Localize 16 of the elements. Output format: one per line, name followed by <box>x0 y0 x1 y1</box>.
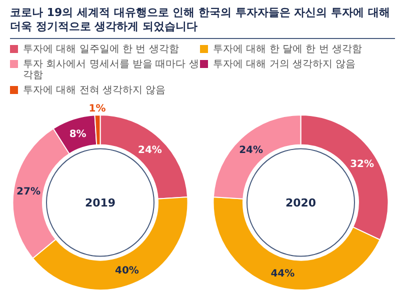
data-label: 1% <box>88 104 106 115</box>
data-label: 32% <box>350 159 374 170</box>
data-label: 24% <box>239 145 264 156</box>
legend-label: 투자에 대해 한 달에 한 번 생각함 <box>213 44 362 55</box>
data-label: 44% <box>270 268 295 280</box>
legend-label: 투자에 대해 거의 생각하지 않음 <box>213 59 356 70</box>
data-label: 8% <box>69 128 86 140</box>
legend-label: 투자에 대해 전혀 생각하지 않음 <box>23 85 166 96</box>
data-label: 24% <box>138 145 162 156</box>
data-label: 40% <box>115 266 139 277</box>
legend-label: 투자 회사에서 명세서를 받을 때마다 생각함 <box>23 59 200 81</box>
text: 2020 <box>285 196 316 210</box>
legend-label: 투자에 대해 일주일에 한 번 생각함 <box>23 44 179 55</box>
chart-title: 코로나 19의 세계적 대유행으로 인해 한국의 투자자들은 자신의 투자에 대해 더욱 정기적으로 생각하게 되었습니다 <box>10 6 395 39</box>
text: 2019 <box>84 196 116 210</box>
data-label: 27% <box>16 186 40 198</box>
